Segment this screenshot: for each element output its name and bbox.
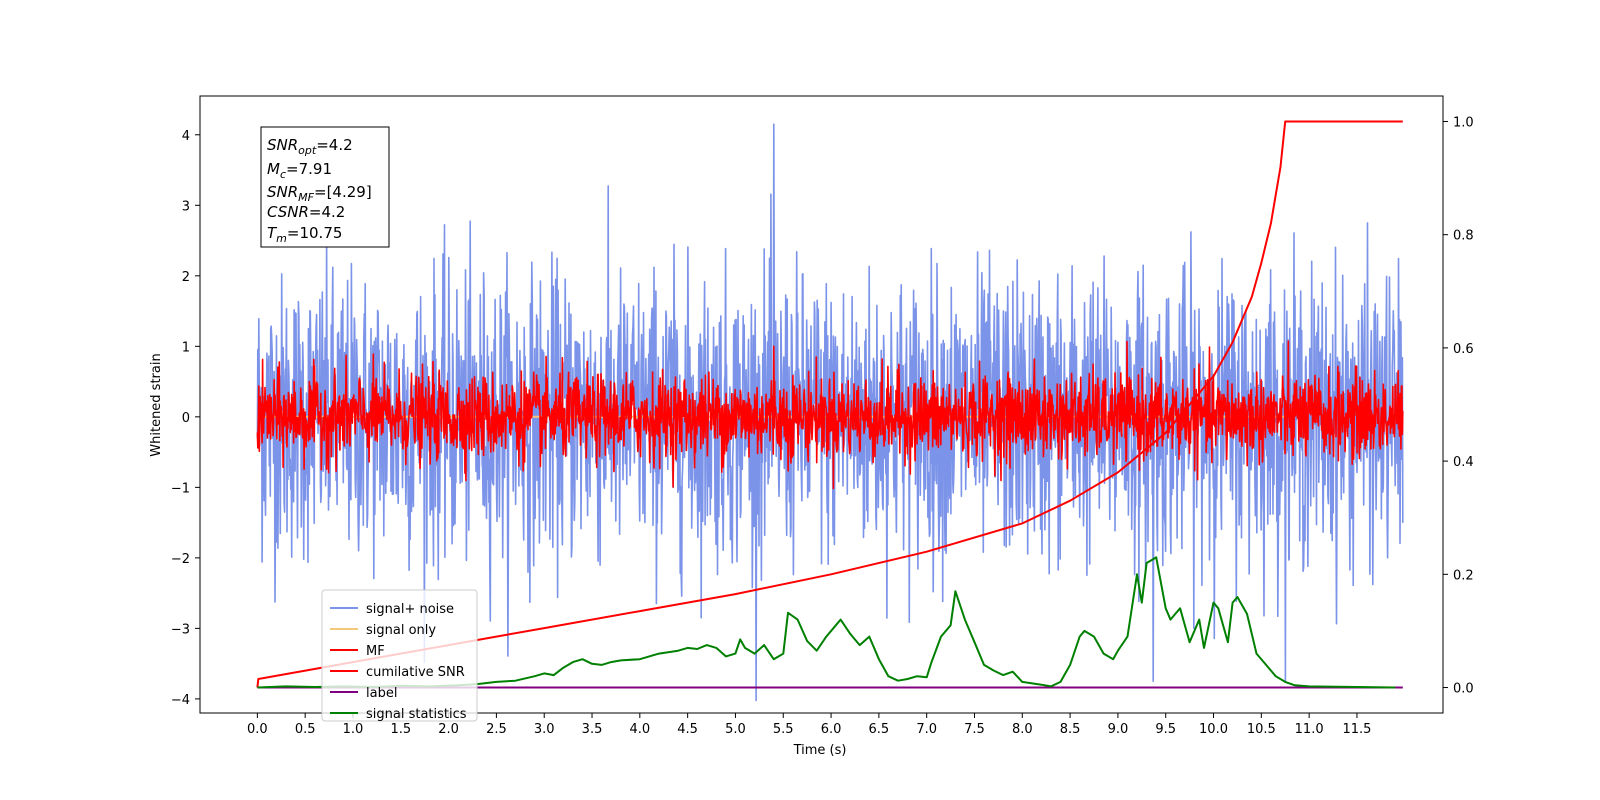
y-left-tick-label-8: −4 <box>171 693 190 708</box>
legend-label-4: label <box>366 686 397 701</box>
x-tick-label-2: 1.0 <box>343 722 364 737</box>
y-right-tick-label-2: 0.6 <box>1453 342 1474 357</box>
x-tick-label-21: 10.5 <box>1247 722 1276 737</box>
y-axis-right: 1.0 0.8 0.6 0.4 0.2 0.0 <box>1443 115 1474 697</box>
x-tick-label-11: 5.5 <box>773 722 794 737</box>
legend-frame <box>321 589 478 722</box>
x-axis: 0.0 0.5 1.0 1.5 2.0 2.5 3.0 3.5 4.0 4.5 5.0 5.5 6.0 6… <box>247 713 1371 737</box>
y-axis-label: Whitened strain <box>149 353 164 456</box>
x-tick-label-1: 0.5 <box>295 722 316 737</box>
plot-frame <box>199 95 1444 714</box>
y-left-tick-label-5: −1 <box>171 481 190 496</box>
x-tick-label-22: 11.0 <box>1295 722 1324 737</box>
legend-label-2: MF <box>366 644 385 659</box>
y-right-tick-label-1: 0.8 <box>1453 229 1474 244</box>
plot-area <box>199 95 1444 714</box>
x-tick-label-19: 9.5 <box>1155 722 1176 737</box>
x-tick-label-13: 6.5 <box>869 722 890 737</box>
x-axis-label: Time (s) <box>793 743 847 758</box>
info-snr-opt: SNRopt=4.2 <box>267 136 353 157</box>
legend: signal+ noise signal only MF cumilative SNR… <box>321 589 478 722</box>
x-tick-label-17: 8.5 <box>1060 722 1081 737</box>
legend-label-3: cumilative SNR <box>366 665 465 680</box>
info-snr-mf: SNRMF=[4.29] <box>267 183 372 204</box>
series-line-3 <box>256 120 1403 688</box>
info-mc: Mc=7.91 <box>267 160 332 181</box>
y-left-tick-label-4: 0 <box>182 411 190 426</box>
x-tick-label-8: 4.0 <box>629 722 650 737</box>
y-right-tick-label-4: 0.2 <box>1453 568 1474 583</box>
info-csnr: CSNR=4.2 <box>267 203 345 221</box>
legend-label-5: signal statistics <box>366 707 467 722</box>
x-tick-label-0: 0.0 <box>247 722 268 737</box>
y-left-tick-label-0: 4 <box>182 129 190 144</box>
x-tick-label-6: 3.0 <box>534 722 555 737</box>
series-line-5 <box>257 556 1396 689</box>
y-axis-left: 4 3 2 1 0 −1 −2 −3 −4 <box>171 129 200 708</box>
x-tick-label-16: 8.0 <box>1012 722 1033 737</box>
y-left-tick-label-3: 1 <box>182 340 190 355</box>
series-line-2 <box>256 340 1404 490</box>
y-right-tick-label-5: 0.0 <box>1453 682 1474 697</box>
y-left-tick-label-7: −3 <box>171 622 190 637</box>
y-right-tick-label-0: 1.0 <box>1453 115 1474 130</box>
legend-label-0: signal+ noise <box>366 602 454 617</box>
info-tm: Tm=10.75 <box>267 224 342 245</box>
y-left-tick-label-1: 3 <box>182 199 190 214</box>
info-box-frame <box>260 126 390 248</box>
x-tick-label-4: 2.0 <box>438 722 459 737</box>
y-left-tick-label-2: 2 <box>182 270 190 285</box>
x-tick-label-23: 11.5 <box>1342 722 1371 737</box>
y-left-tick-label-6: −2 <box>171 552 190 567</box>
x-tick-label-3: 1.5 <box>390 722 411 737</box>
x-tick-label-10: 5.0 <box>725 722 746 737</box>
x-tick-label-18: 9.0 <box>1108 722 1129 737</box>
x-tick-label-7: 3.5 <box>582 722 603 737</box>
x-tick-label-14: 7.0 <box>916 722 937 737</box>
x-tick-label-5: 2.5 <box>486 722 507 737</box>
x-tick-label-12: 6.0 <box>821 722 842 737</box>
info-box: SNRopt=4.2 Mc=7.91 SNRMF=[4.29] CSNR=4.2… <box>260 126 390 248</box>
x-tick-label-15: 7.5 <box>964 722 985 737</box>
legend-label-1: signal only <box>366 623 436 638</box>
y-right-tick-label-3: 0.4 <box>1453 455 1474 470</box>
x-tick-label-9: 4.5 <box>677 722 698 737</box>
x-tick-label-20: 10.0 <box>1199 722 1228 737</box>
